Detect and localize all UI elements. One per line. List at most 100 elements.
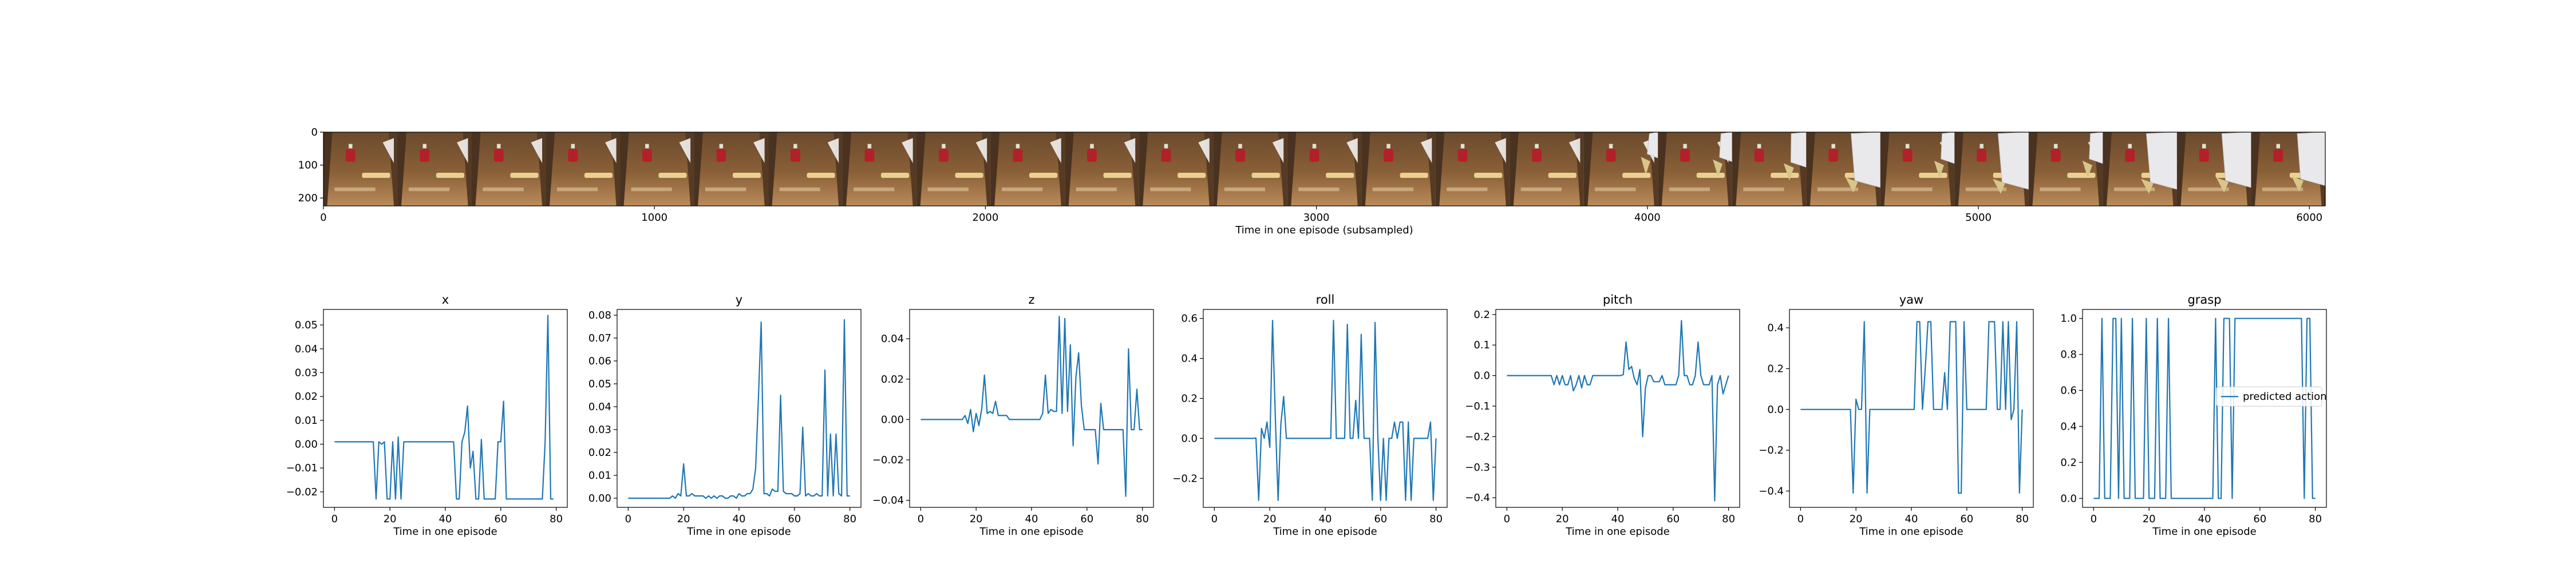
y-tick-label: 0.4 [2060, 420, 2077, 432]
panel-title: grasp [2187, 293, 2221, 307]
gripper-bar [807, 172, 835, 178]
x-tick-label: 20 [677, 513, 690, 525]
strip-frame [1880, 132, 1955, 206]
y-tick-label: 0.03 [295, 367, 318, 379]
cup-object [1606, 149, 1616, 162]
gripper-bar [1696, 172, 1725, 178]
strip-y-tick-label: 100 [298, 160, 318, 172]
x-tick-label: 60 [494, 513, 507, 525]
gripper-bar [510, 172, 539, 178]
strip-frame [1806, 132, 1881, 206]
y-tick-label: 0.0 [2060, 492, 2077, 505]
cup-object [1902, 149, 1913, 162]
cup-object [864, 149, 875, 162]
y-tick-label: 0.2 [2060, 456, 2077, 468]
y-tick-label: 0.06 [588, 355, 611, 367]
y-tick-label: 0.03 [588, 424, 611, 436]
strip-frame-border [323, 132, 2326, 206]
robot-arm [2221, 132, 2251, 188]
gripper-bar [1251, 172, 1280, 178]
gripper-bar [2067, 172, 2096, 178]
x-tick-label: 20 [1556, 513, 1569, 525]
strip-frame [323, 132, 398, 206]
legend-box [2216, 386, 2322, 407]
gripper-bar [1474, 172, 1503, 178]
robot-arm [2146, 132, 2178, 190]
strip-frame [694, 132, 769, 206]
y-tick-label: 1.0 [2060, 313, 2077, 325]
strip-x-tick-label: 6000 [2296, 212, 2322, 224]
x-tick-label: 60 [2253, 513, 2266, 525]
y-tick-label: −0.1 [1465, 400, 1490, 412]
x-tick-label: 0 [1504, 513, 1510, 525]
x-axis-label: Time in one episode [686, 526, 791, 538]
gripper-bar [584, 172, 613, 178]
robot-gripper [1846, 177, 1858, 193]
y-tick-label: −0.01 [286, 462, 318, 474]
x-tick-label: 80 [1136, 513, 1149, 525]
strip-frame [1583, 132, 1658, 206]
gripper-bar [1029, 172, 1058, 178]
x-tick-label: 40 [2198, 513, 2211, 525]
x-tick-label: 80 [1429, 513, 1443, 525]
y-tick-label: −0.4 [1465, 492, 1490, 504]
x-tick-label: 0 [2091, 513, 2097, 525]
x-tick-label: 80 [843, 513, 856, 525]
series-line [920, 316, 1143, 497]
gripper-bar [1622, 172, 1651, 178]
y-tick-label: −0.2 [1172, 472, 1198, 484]
panel-title: yaw [1899, 293, 1923, 307]
cup-object [1013, 149, 1023, 162]
legend: predicted action [2216, 386, 2327, 407]
robot-gripper [1934, 160, 1944, 178]
gripper-bar [880, 172, 910, 178]
y-tick-label: 0.0 [1473, 370, 1490, 382]
cup-object [568, 149, 578, 162]
x-axis-label: Time in one episode [2152, 526, 2257, 538]
gripper-bar [362, 172, 390, 178]
y-tick-label: 0.2 [1181, 393, 1198, 405]
cup-object [1754, 149, 1764, 162]
y-tick-label: 0.01 [588, 470, 611, 482]
gripper-bar [1548, 172, 1577, 178]
gripper-bar [658, 172, 687, 178]
y-tick-label: −0.2 [1465, 431, 1490, 443]
strip-frame [2028, 132, 2103, 206]
cup-object [345, 149, 355, 162]
strip-frame [916, 132, 991, 206]
robot-gripper [2216, 177, 2229, 193]
strip-x-tick-label: 0 [320, 212, 326, 224]
x-tick-label: 40 [1611, 513, 1625, 525]
y-tick-label: 0.05 [588, 378, 611, 390]
y-tick-label: 0.4 [1767, 322, 1784, 334]
robot-gripper [1783, 163, 1794, 181]
panel-title: x [442, 293, 449, 307]
x-tick-label: 60 [788, 513, 801, 525]
strip-frame [472, 132, 546, 206]
x-tick-label: 60 [1666, 513, 1680, 525]
robot-arm [2089, 132, 2103, 164]
strip-x-tick-label: 2000 [973, 212, 999, 224]
strip-frame [620, 132, 694, 206]
strip-frame [1287, 132, 1362, 206]
panel-grasp: 0 20 40 60 80 0.0 0.2 0.4 0.6 0.8 1.0 grasp Time in … [2060, 293, 2327, 538]
y-tick-label: −0.04 [872, 495, 904, 507]
strip-x-axis-label: Time in one episode (subsampled) [1235, 224, 1413, 236]
cup-object [642, 149, 652, 162]
x-tick-label: 40 [1905, 513, 1918, 525]
x-tick-label: 20 [1850, 513, 1863, 525]
panel-y: 0 20 40 60 80 0.00 0.01 0.02 0.03 0.04 0.05 0.06 0.0… [588, 293, 862, 538]
cup-object [1384, 149, 1393, 162]
panel-z: 0 20 40 60 80 −0.04 −0.02 0.00 0.02 0.04 z Time in … [872, 293, 1154, 538]
cup-object [1532, 149, 1542, 162]
x-axis-label: Time in one episode [393, 526, 497, 538]
x-tick-label: 20 [970, 513, 983, 525]
cup-object [1457, 149, 1468, 162]
x-tick-label: 0 [1211, 513, 1218, 525]
cup-object [1309, 149, 1319, 162]
x-tick-label: 80 [2016, 513, 2029, 525]
x-axis-label: Time in one episode [1273, 526, 1377, 538]
strip-x-tick-label: 5000 [1965, 212, 1992, 224]
cup-object [716, 149, 726, 162]
